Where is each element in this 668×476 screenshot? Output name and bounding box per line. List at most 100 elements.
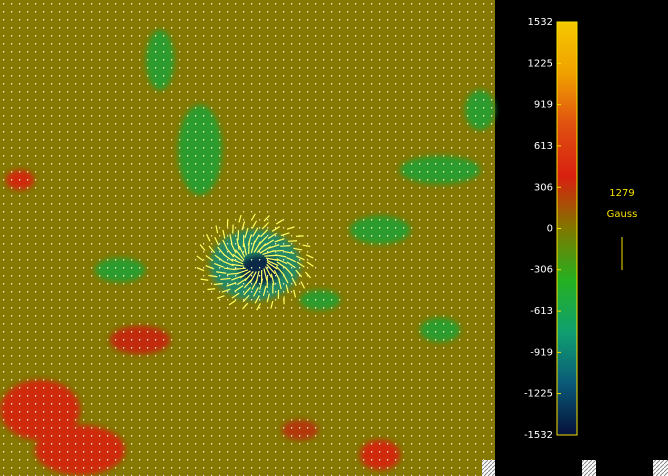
y-tick-label: -1225 [524,389,553,400]
vector-arrow [265,257,279,261]
vector-scale-label: 1279 [609,188,634,199]
y-tick-label: -613 [530,306,553,317]
y-tick-label: 613 [534,141,553,152]
vector-arrow [293,289,297,298]
vector-arrow [215,225,219,234]
vector-arrow [199,244,206,251]
vector-arrow [262,285,267,297]
vector-arrow [276,261,287,269]
vector-arrow [222,229,226,239]
vector-arrow [236,277,248,286]
vector-arrow [305,271,312,279]
vector-arrow [208,245,216,254]
vector-arrow [247,234,252,246]
vector-arrow [214,236,220,246]
vector-arrow [229,234,233,245]
vector-arrow [267,232,277,240]
vector-arrow [205,265,215,270]
vector-arrow [252,234,260,245]
vector-arrow [306,261,314,267]
vector-arrow [266,293,270,303]
y-tick-label: 0 [547,224,553,235]
vector-arrow [244,227,249,238]
vector-arrow [252,287,259,297]
vector-arrow [226,248,235,258]
vector-arrow [232,253,244,263]
vector-arrow [251,279,258,290]
vector-arrow [278,278,282,290]
vector-arrow [243,279,253,289]
magnetogram [0,0,495,476]
vector-arrow [250,213,256,221]
vector-arrow [259,278,264,290]
vector-arrow [274,238,285,243]
vector-arrow [296,261,305,268]
vector-arrow [268,244,280,249]
vector-arrow [226,282,237,287]
vector-arrow [252,227,259,237]
vector-arrow [276,258,288,265]
vector-arrow [264,254,278,257]
vector-arrow [234,285,244,292]
vector-arrow [263,268,268,281]
vector-arrow [288,240,298,242]
vector-arrow [256,303,261,311]
y-tick-label: 919 [534,100,553,111]
vector-arrow [282,273,289,284]
vector-arrow [243,242,247,256]
unit-label: Gauss [607,209,638,220]
vector-arrow [291,277,297,286]
vector-arrow [205,255,214,262]
vector-arrow [266,259,279,267]
vector-arrow [208,274,218,278]
vector-arrow [258,236,268,246]
corner-box [582,460,596,476]
vector-arrow [231,258,244,265]
vector-arrow [270,300,274,309]
corner-box [482,460,495,476]
vector-arrow [260,229,269,238]
y-tick-label: -919 [530,347,553,358]
vector-arrow [216,271,227,274]
vector-arrow [207,288,216,291]
vector-arrow [200,278,209,281]
vector-arrow [271,226,281,232]
vector-arrow [265,266,272,278]
vector-arrow [213,283,223,286]
vector-arrow [274,254,287,258]
vector-arrow [231,263,245,267]
vector-arrow [263,239,274,247]
vector-arrow [217,246,225,256]
vector-arrow [223,267,236,271]
vector-arrow [261,222,269,230]
vector-arrow [214,254,224,262]
vector-arrow [286,257,297,263]
vector-arrow [216,295,225,299]
vector-arrow [296,255,305,261]
y-tick-label: 306 [534,182,553,193]
vector-arrow [242,302,249,310]
vector-arrow [226,272,239,276]
vector-arrow [272,249,284,252]
vector-arrow [273,269,281,281]
vector-arrow [254,295,260,304]
vector-arrow [222,239,228,250]
vector-arrow [266,261,278,270]
y-tick-label: 1532 [528,17,553,28]
vector-arrow [223,254,234,262]
y-tick-label: -1532 [524,430,553,441]
vector-arrow [230,242,237,254]
vector-arrow [221,288,231,293]
vector-arrow [234,249,244,260]
vector-arrow [285,267,294,277]
vector-arrow [196,267,205,272]
vector-arrow [242,294,250,303]
vector-arrow [241,221,246,231]
vector-arrow [286,226,295,230]
vector-arrow [251,220,258,229]
vector-arrow [231,275,243,281]
vector-arrow [280,244,291,247]
vector-arrow [231,292,240,299]
